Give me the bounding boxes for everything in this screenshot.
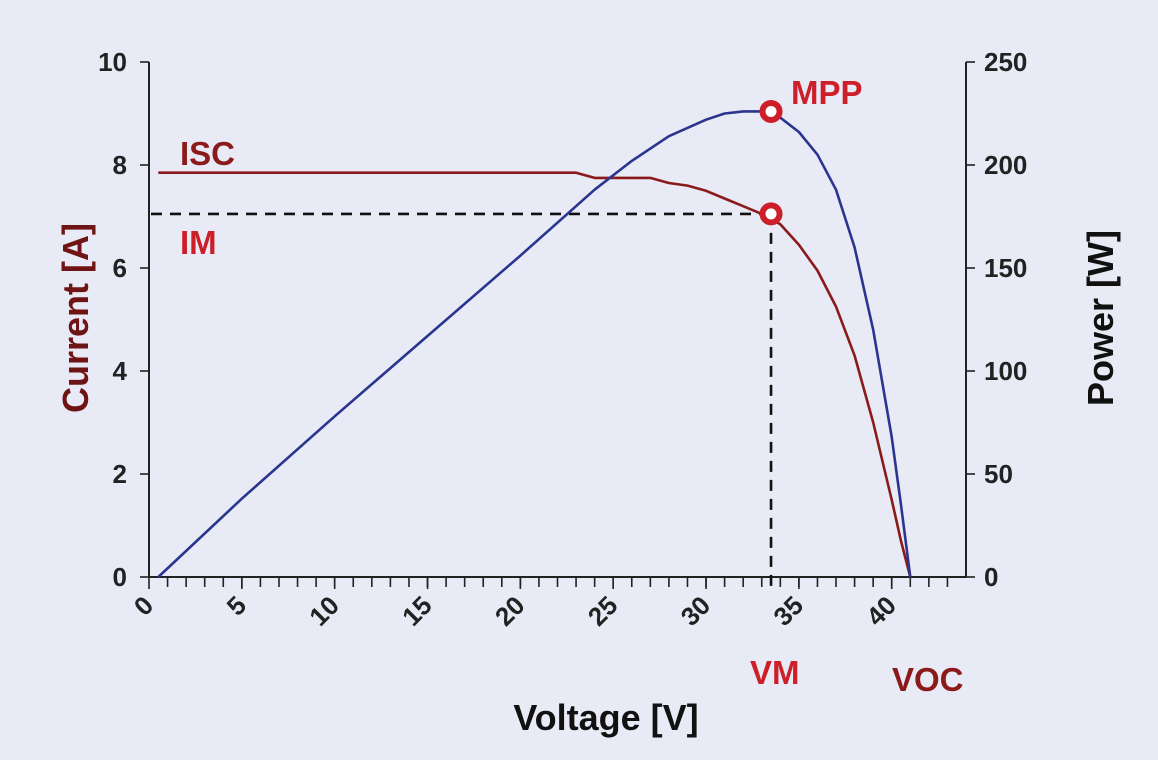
isc-label: ISC <box>180 135 235 172</box>
x-tick-label: 35 <box>767 590 809 632</box>
y-axis-title-right: Power [W] <box>1080 230 1121 406</box>
x-axis-title: Voltage [V] <box>513 697 698 738</box>
y2-tick-label: 0 <box>984 562 998 592</box>
x-tick-label: 15 <box>396 590 438 632</box>
im-label: IM <box>180 224 217 261</box>
y-tick-label: 8 <box>113 150 127 180</box>
y2-tick-label: 50 <box>984 459 1013 489</box>
y2-tick-label: 200 <box>984 150 1027 180</box>
y-tick-label: 2 <box>113 459 127 489</box>
x-tick-label: 20 <box>489 590 531 632</box>
guide-lines <box>151 212 773 589</box>
voc-label: VOC <box>892 661 964 698</box>
x-tick-label: 5 <box>221 590 252 621</box>
mpp-label: MPP <box>791 74 863 111</box>
y2-tick-label: 250 <box>984 47 1027 77</box>
y-tick-label: 6 <box>113 253 127 283</box>
series <box>157 110 912 578</box>
axes <box>148 62 967 578</box>
y2-tick-label: 150 <box>984 253 1027 283</box>
x-tick-label: 30 <box>675 590 717 632</box>
x-tick-label: 10 <box>303 590 345 632</box>
points <box>759 99 783 226</box>
y-tick-label: 10 <box>98 47 127 77</box>
vm-label: VM <box>750 654 800 691</box>
y-tick-label: 0 <box>113 562 127 592</box>
x-tick-label: 0 <box>128 590 159 621</box>
y2-tick-label: 100 <box>984 356 1027 386</box>
im-vm-marker <box>759 202 783 226</box>
x-tick-label: 40 <box>860 590 902 632</box>
x-tick-label: 25 <box>582 590 624 632</box>
current-curve <box>158 171 912 578</box>
mpp-marker <box>759 99 783 123</box>
y-axis-title-left: Current [A] <box>55 223 96 413</box>
y-tick-label: 4 <box>113 356 128 386</box>
power-curve <box>157 110 912 578</box>
